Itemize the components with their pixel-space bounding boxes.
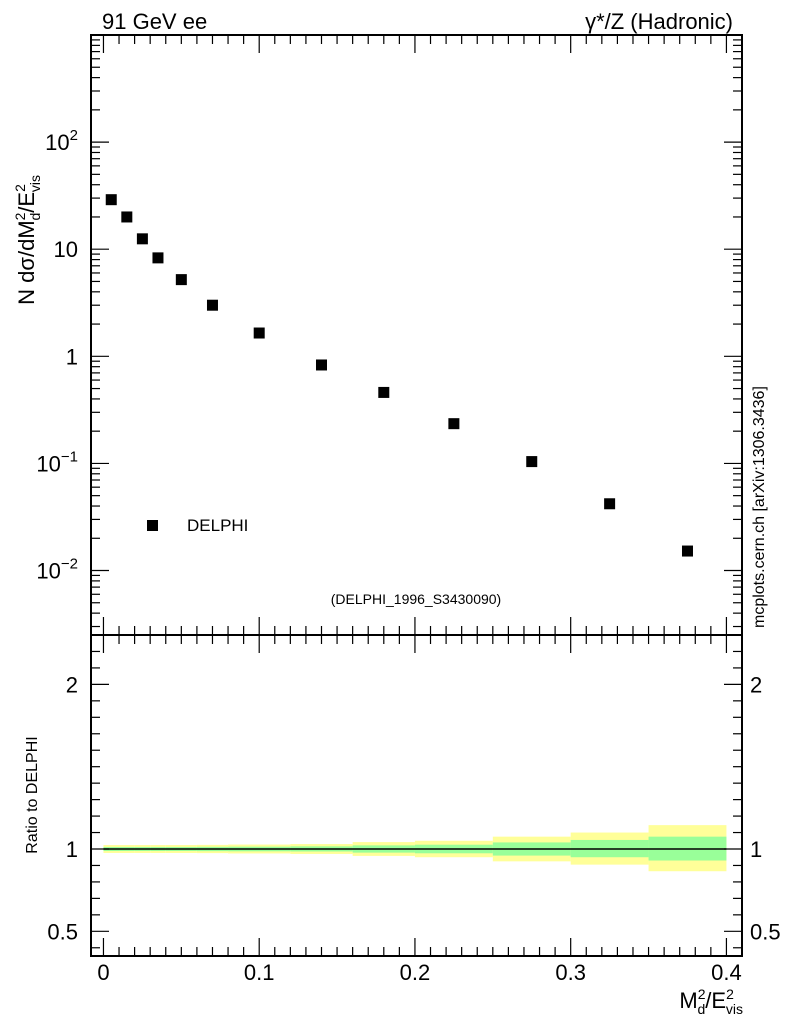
main-y-ticks: 10−2 10−1 1 10 102 <box>36 34 742 628</box>
data-point <box>121 211 133 223</box>
main-y-tick-label: 102 <box>45 127 78 155</box>
main-x-ticks <box>102 35 728 635</box>
main-y-tick-label: 1 <box>66 344 78 369</box>
ratio-plot-panel: 0.5 0.5 1 1 2 2 0 0.1 0.2 0.3 0.4 Ratio to DELPHI… <box>24 634 781 1017</box>
ratio-y-tick-label-right: 1 <box>750 837 762 862</box>
data-point <box>105 194 117 206</box>
data-point <box>315 359 327 371</box>
main-y-tick-label: 10 <box>54 237 78 262</box>
x-tick-label: 0.2 <box>400 960 431 985</box>
data-point <box>136 233 148 245</box>
header-process-label: γ*/Z (Hadronic) <box>585 9 733 34</box>
ratio-y-tick-label-left: 0.5 <box>47 919 78 944</box>
header-energy-label: 91 GeV ee <box>102 9 207 34</box>
data-point <box>253 327 265 339</box>
data-point <box>604 498 616 510</box>
data-point <box>152 252 164 264</box>
ratio-y-tick-label-left: 1 <box>66 837 78 862</box>
legend-marker <box>147 520 158 531</box>
x-tick-label: 0 <box>97 960 109 985</box>
main-y-tick-label: 10−1 <box>36 448 78 476</box>
main-plot-panel: 10−2 10−1 1 10 102 DELPHI (DELPHI_1996_S3430… <box>12 34 743 636</box>
data-point <box>526 456 538 468</box>
watermark-text: mcplots.cern.ch [arXiv:1306.3436] <box>751 386 768 628</box>
ratio-y-ticks: 0.5 0.5 1 1 2 2 <box>47 650 781 949</box>
main-y-axis-label: N dσ/dM2d/E2vis <box>12 175 43 305</box>
x-tick-label: 0.3 <box>555 960 586 985</box>
data-point <box>175 274 187 286</box>
x-tick-label: 0.1 <box>244 960 275 985</box>
analysis-tag: (DELPHI_1996_S3430090) <box>331 591 501 607</box>
ratio-y-tick-label-left: 2 <box>66 672 78 697</box>
x-axis-label: M2 d/E2 vis <box>679 986 743 1017</box>
data-point <box>448 418 460 430</box>
ratio-y-tick-label-right: 0.5 <box>750 919 781 944</box>
data-point <box>681 545 693 557</box>
ratio-y-axis-label: Ratio to DELPHI <box>24 736 41 853</box>
delphi-data-points <box>105 194 693 557</box>
ratio-x-ticks: 0 0.1 0.2 0.3 0.4 <box>97 635 742 985</box>
ratio-plot-frame <box>90 634 743 957</box>
ratio-y-tick-label-right: 2 <box>750 672 762 697</box>
legend-label: DELPHI <box>187 516 248 535</box>
main-y-tick-label: 10−2 <box>36 556 78 584</box>
legend: DELPHI <box>147 516 248 535</box>
data-point <box>378 386 390 398</box>
main-plot-frame <box>90 34 743 636</box>
x-tick-label: 0.4 <box>711 960 742 985</box>
data-point <box>206 299 218 311</box>
